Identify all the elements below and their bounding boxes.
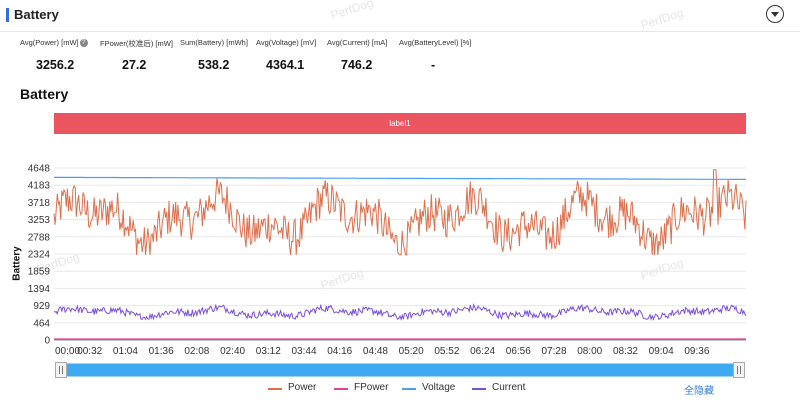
y-tick-label: 2324 [28, 250, 51, 261]
zoom-slider-right-handle[interactable] [733, 362, 745, 378]
stat-label: Avg(BatteryLevel) [%] [399, 38, 472, 47]
legend-swatch [334, 388, 348, 390]
stat-value: 27.2 [122, 58, 147, 72]
x-tick-label: 09:04 [649, 346, 674, 357]
zoom-slider-left-handle[interactable] [55, 362, 67, 378]
x-tick-label: 00:32 [77, 346, 102, 357]
help-icon[interactable]: ? [79, 39, 88, 48]
stats-row: Avg(Power) [mW]? 3256.2 FPower(校准后) [mW]… [0, 38, 800, 78]
header-accent-bar [6, 8, 9, 22]
x-tick-label: 00:00 [55, 346, 80, 357]
legend-label: FPower [354, 382, 389, 393]
stat-value: - [431, 58, 436, 72]
panel-header: Battery [0, 0, 800, 32]
series-line-power [53, 169, 747, 256]
y-tick-label: 1859 [28, 267, 51, 278]
legend-swatch [268, 388, 282, 390]
battery-chart[interactable]: 046492913941859232427883253371841834648 … [0, 140, 800, 360]
x-tick-label: 07:28 [542, 346, 567, 357]
x-tick-label: 08:32 [613, 346, 638, 357]
grid-lines [54, 167, 746, 341]
stat-value: 538.2 [198, 58, 230, 72]
stat-label: FPower(校准后) [mW] [100, 39, 173, 48]
stat-label: Avg(Power) [mW] [20, 38, 79, 47]
x-tick-label: 09:36 [684, 346, 709, 357]
zoom-slider-track[interactable] [55, 363, 745, 377]
x-tick-label: 08:00 [577, 346, 602, 357]
collapse-chevron-icon[interactable] [766, 5, 784, 23]
y-tick-label: 464 [33, 318, 50, 329]
y-tick-label: 4648 [28, 164, 51, 175]
x-tick-label: 05:20 [399, 346, 424, 357]
legend-swatch [402, 388, 416, 390]
stat-value: 746.2 [341, 58, 373, 72]
legend-swatch [472, 388, 486, 390]
series-lines [53, 169, 747, 340]
x-tick-label: 01:36 [149, 346, 174, 357]
y-tick-label: 0 [44, 336, 50, 347]
chart-section-title: Battery [20, 86, 69, 102]
panel-title: Battery [14, 7, 59, 22]
legend-label: Power [288, 382, 317, 393]
x-tick-label: 01:04 [113, 346, 138, 357]
stat-label: Avg(Voltage) [mV] [256, 38, 317, 47]
x-tick-label: 04:48 [363, 346, 388, 357]
label-bar[interactable]: label1 [54, 113, 746, 134]
x-tick-label: 03:12 [256, 346, 281, 357]
y-tick-label: 929 [33, 301, 50, 312]
y-tick-label: 4183 [28, 181, 51, 192]
x-tick-label: 03:44 [291, 346, 316, 357]
stat-value: 3256.2 [36, 58, 75, 72]
hide-all-button[interactable]: 全隐藏 [684, 386, 714, 397]
stat-label: Sum(Battery) [mWh] [180, 38, 248, 47]
stat-value: 4364.1 [266, 58, 305, 72]
x-tick-label: 04:16 [327, 346, 352, 357]
y-tick-label: 3253 [28, 215, 51, 226]
stat-label: Avg(Current) [mA] [327, 38, 388, 47]
series-line-current [53, 303, 747, 322]
x-tick-label: 06:24 [470, 346, 495, 357]
legend-label: Voltage [422, 382, 456, 393]
y-tick-label: 2788 [28, 232, 51, 243]
x-tick-label: 02:08 [184, 346, 209, 357]
legend-label: Current [492, 382, 526, 393]
y-tick-labels: 0 464 929 1394 1859 2324 2788 3253 3718 4183 4648 [28, 164, 51, 347]
y-tick-label: 1394 [28, 284, 51, 295]
chart-legend: Power FPower Voltage Current [0, 382, 800, 396]
series-line-voltage [54, 176, 746, 181]
x-tick-label: 02:40 [220, 346, 245, 357]
y-tick-label: 3718 [28, 198, 51, 209]
x-tick-label: 05:52 [434, 346, 459, 357]
x-tick-label: 06:56 [506, 346, 531, 357]
